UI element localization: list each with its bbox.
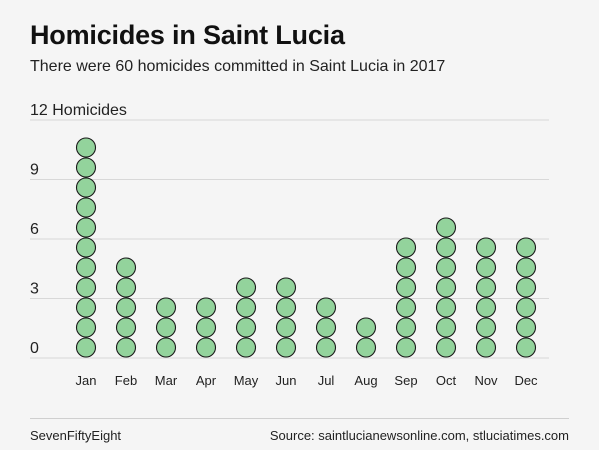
y-tick-label: 0 xyxy=(30,340,39,357)
homicide-dot xyxy=(475,337,497,358)
homicide-dot xyxy=(275,277,297,298)
homicide-dot xyxy=(75,137,97,158)
footer-source: Source: saintlucianewsonline.com, stluci… xyxy=(269,428,569,443)
x-tick-label: Dec xyxy=(514,373,538,388)
homicide-dot xyxy=(115,297,137,318)
homicide-dot xyxy=(395,317,417,338)
homicide-dot xyxy=(195,317,217,338)
homicide-dot xyxy=(75,337,97,358)
homicide-dot xyxy=(435,337,457,358)
homicide-dot xyxy=(435,317,457,338)
homicide-dot xyxy=(475,257,497,278)
x-tick-label: Aug xyxy=(354,373,377,388)
homicide-dot xyxy=(115,337,137,358)
homicide-dot xyxy=(235,297,257,318)
y-tick-label: 6 xyxy=(30,221,39,238)
homicide-dot xyxy=(355,337,377,358)
homicide-dot xyxy=(435,257,457,278)
homicide-dot xyxy=(155,297,177,318)
homicide-dot xyxy=(75,197,97,218)
homicide-dot xyxy=(475,317,497,338)
homicide-dot xyxy=(75,177,97,198)
homicide-dot xyxy=(515,297,537,318)
homicide-dot xyxy=(395,297,417,318)
homicide-dot xyxy=(435,217,457,238)
homicide-dot xyxy=(395,257,417,278)
x-tick-label: Jul xyxy=(318,373,335,388)
homicide-dot xyxy=(195,337,217,358)
homicide-dot xyxy=(395,337,417,358)
homicide-dot xyxy=(75,257,97,278)
homicide-dot xyxy=(235,277,257,298)
homicide-dot xyxy=(395,237,417,258)
homicide-dot xyxy=(235,337,257,358)
x-tick-label: Apr xyxy=(196,373,217,388)
footer-divider xyxy=(30,418,569,419)
homicide-dot xyxy=(275,297,297,318)
x-tick-label: Nov xyxy=(474,373,498,388)
y-tick-label: 12 Homicides xyxy=(30,102,127,119)
footer-credit: SevenFiftyEight xyxy=(30,428,122,443)
homicide-dot xyxy=(75,277,97,298)
homicide-dot xyxy=(75,297,97,318)
homicide-dot xyxy=(395,277,417,298)
x-tick-label: Jan xyxy=(76,373,97,388)
homicide-dot xyxy=(475,277,497,298)
homicide-dot xyxy=(75,317,97,338)
homicide-dot xyxy=(235,317,257,338)
x-tick-label: Mar xyxy=(155,373,178,388)
homicide-dot xyxy=(275,317,297,338)
homicide-dot xyxy=(75,237,97,258)
homicide-dot xyxy=(515,277,537,298)
y-tick-label: 3 xyxy=(30,281,39,298)
homicide-dot xyxy=(435,297,457,318)
homicide-dot xyxy=(475,297,497,318)
homicide-dot xyxy=(315,317,337,338)
homicide-dot xyxy=(315,297,337,318)
y-tick-labels: 0 3 6 9 12 Homicides xyxy=(30,102,127,357)
homicide-dot xyxy=(355,317,377,338)
x-tick-label: Sep xyxy=(394,373,417,388)
x-tick-label: May xyxy=(234,373,259,388)
chart-subtitle: There were 60 homicides committed in Sai… xyxy=(30,58,446,75)
chart-title: Homicides in Saint Lucia xyxy=(30,20,345,50)
homicide-dot xyxy=(435,277,457,298)
homicide-dot xyxy=(115,257,137,278)
homicide-dot xyxy=(515,337,537,358)
homicide-dot xyxy=(315,337,337,358)
x-tick-label: Oct xyxy=(436,373,457,388)
data-dots xyxy=(75,137,537,358)
homicide-dot xyxy=(75,217,97,238)
homicide-dot xyxy=(75,157,97,178)
x-tick-label: Feb xyxy=(115,373,137,388)
homicide-dot xyxy=(515,237,537,258)
homicide-dot xyxy=(115,317,137,338)
homicide-dot xyxy=(115,277,137,298)
homicide-dot xyxy=(475,237,497,258)
homicide-dot xyxy=(435,237,457,258)
homicide-dot xyxy=(275,337,297,358)
homicide-dot xyxy=(155,337,177,358)
x-tick-labels: Jan Feb Mar Apr May Jun Jul Aug Sep Oct Nov Dec xyxy=(76,373,539,388)
homicide-dot xyxy=(195,297,217,318)
x-tick-label: Jun xyxy=(276,373,297,388)
y-tick-label: 9 xyxy=(30,162,39,179)
homicide-dot xyxy=(155,317,177,338)
homicide-dot xyxy=(515,317,537,338)
homicide-dot xyxy=(515,257,537,278)
